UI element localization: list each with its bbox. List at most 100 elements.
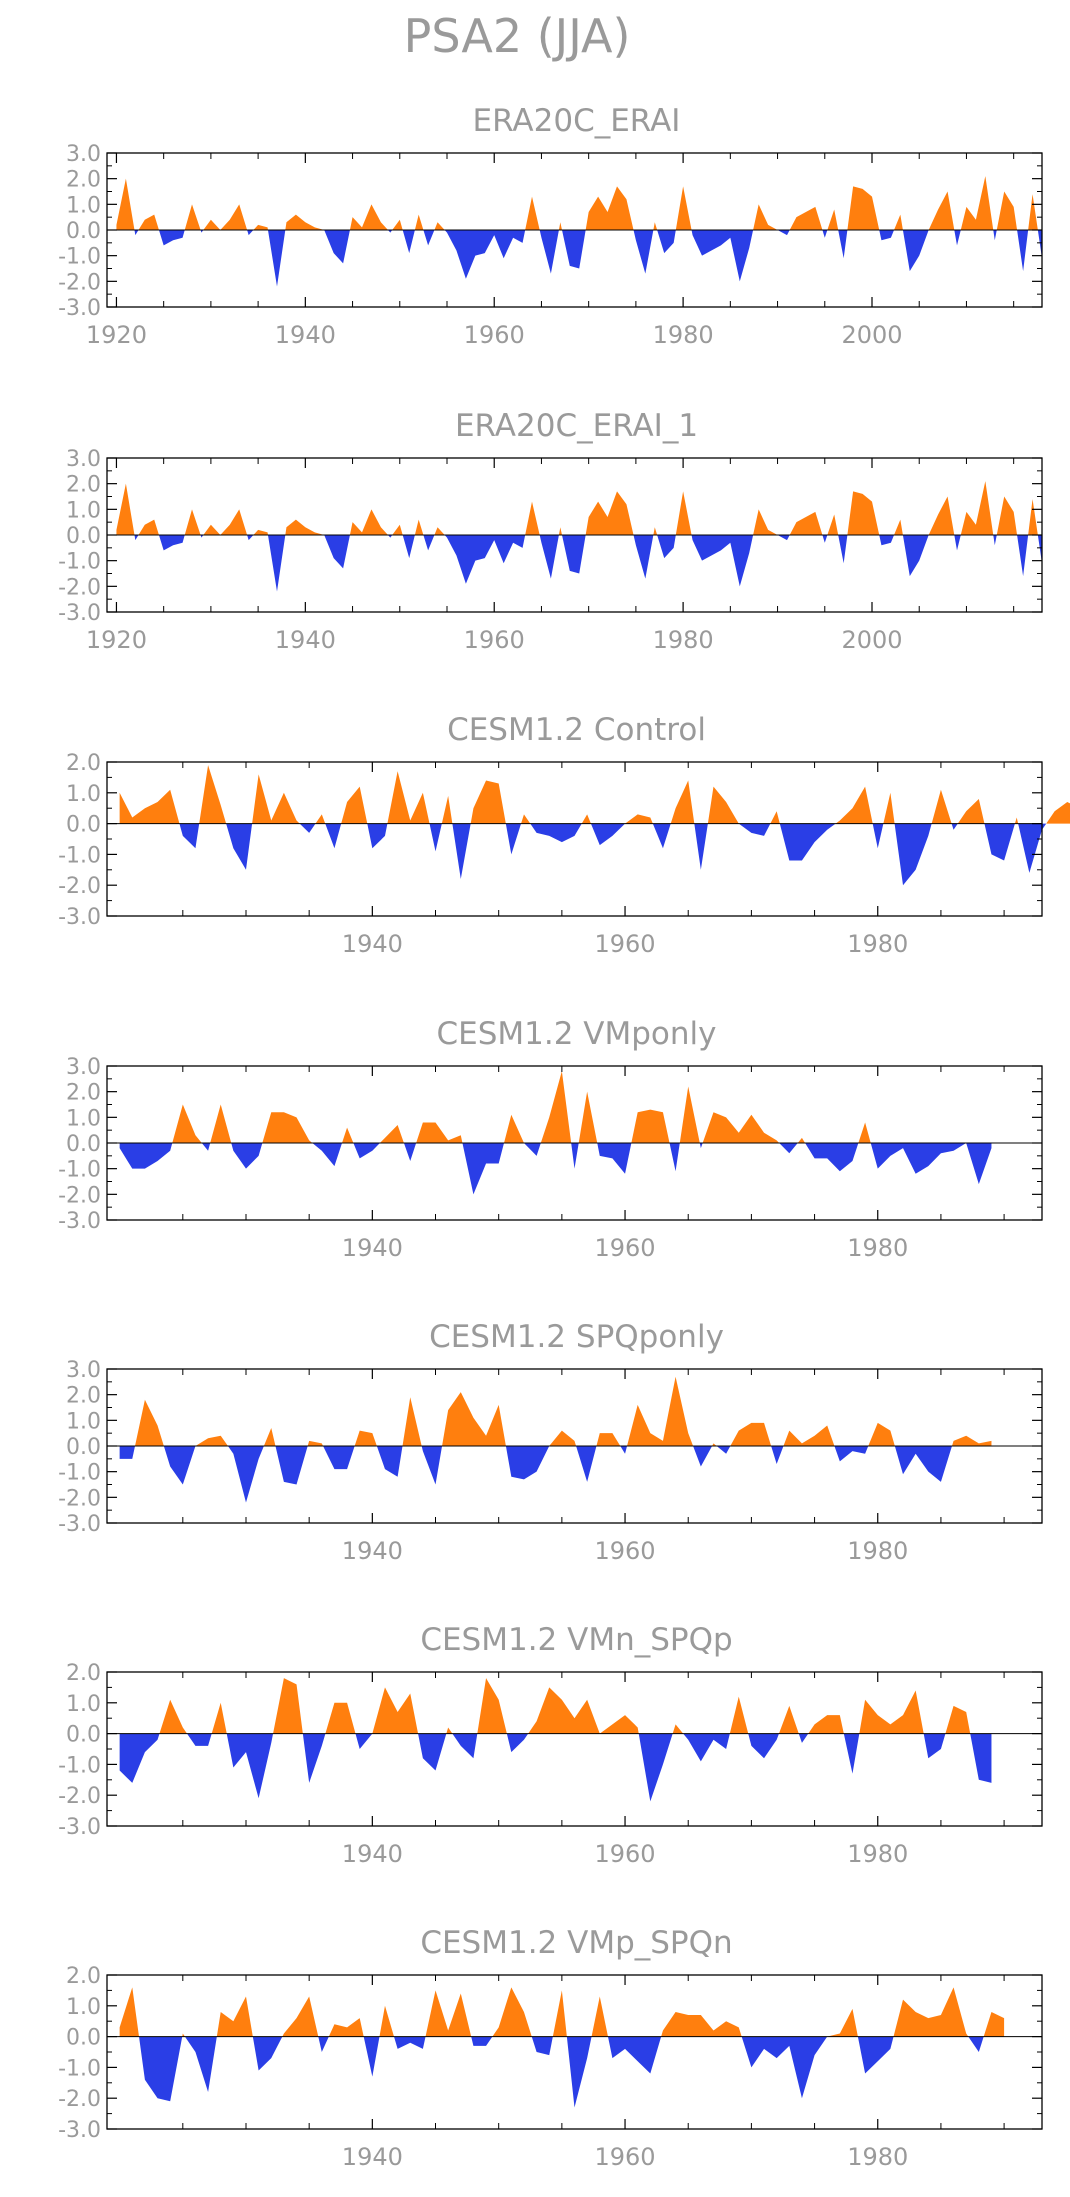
x-tick-label: 1960 — [595, 1537, 656, 1565]
negative-anomaly-area — [134, 535, 1043, 592]
y-tick-label: 0.0 — [66, 1132, 101, 1157]
y-tick-label: 3.0 — [66, 1358, 101, 1383]
panel-title: CESM1.2 VMn_SPQp — [420, 1622, 732, 1658]
y-tick-label: -2.0 — [58, 270, 101, 295]
y-tick-label: 0.0 — [66, 219, 101, 244]
chart-panel: CESM1.2 Control 2.0 1.0 0.0 -1.0 -2.0 -3.0 1940… — [58, 712, 1070, 958]
positive-anomaly-area — [119, 1987, 1005, 2037]
y-tick-label: 1.0 — [66, 1692, 101, 1717]
x-tick-label: 1980 — [847, 1234, 908, 1262]
negative-anomaly-area — [119, 1446, 952, 1503]
negative-anomaly-area — [139, 2036, 984, 2108]
y-tick-label: 2.0 — [66, 751, 101, 776]
chart-panel: CESM1.2 VMp_SPQn 2.0 1.0 0.0 -1.0 -2.0 -3.0 194… — [58, 1925, 1043, 2171]
positive-anomaly-area — [119, 765, 1070, 824]
panel-title: CESM1.2 SPQponly — [429, 1319, 724, 1355]
x-tick-label: 1980 — [847, 1840, 908, 1868]
x-tick-label: 1980 — [847, 2143, 908, 2171]
positive-anomaly-area — [116, 176, 1038, 230]
y-tick-label: 1.0 — [66, 782, 101, 807]
y-tick-label: -3.0 — [58, 2118, 101, 2143]
y-tick-label: 0.0 — [66, 2026, 101, 2051]
x-tick-label: 1980 — [847, 930, 908, 958]
y-tick-label: -3.0 — [58, 1512, 101, 1537]
y-tick-label: 3.0 — [66, 447, 101, 472]
figure-title: PSA2 (JJA) — [404, 9, 631, 63]
x-tick-label: 1940 — [342, 2143, 403, 2171]
y-tick-label: -1.0 — [58, 1461, 101, 1486]
negative-anomaly-area — [119, 1733, 992, 1802]
y-tick-label: 2.0 — [66, 1384, 101, 1409]
y-tick-label: 0.0 — [66, 813, 101, 838]
chart-panel: ERA20C_ERAI_1 3.02.01.00.0-1.0-2.0-3.0192… — [58, 408, 1043, 654]
panel-title: CESM1.2 VMponly — [436, 1016, 716, 1052]
panel-title: CESM1.2 Control — [447, 712, 706, 748]
y-tick-label: 2.0 — [66, 1964, 101, 1989]
panel-title: ERA20C_ERAI — [473, 103, 681, 139]
y-tick-label: 2.0 — [66, 473, 101, 498]
x-tick-label: 1960 — [595, 930, 656, 958]
y-tick-label: -2.0 — [58, 1784, 101, 1809]
y-tick-label: -2.0 — [58, 1486, 101, 1511]
y-tick-label: 0.0 — [66, 524, 101, 549]
y-tick-label: 2.0 — [66, 168, 101, 193]
y-tick-label: -1.0 — [58, 550, 101, 575]
y-tick-label: -1.0 — [58, 1753, 101, 1778]
x-tick-label: 1940 — [275, 321, 336, 349]
x-tick-label: 1920 — [86, 626, 147, 654]
y-tick-label: -2.0 — [58, 1183, 101, 1208]
y-tick-label: 0.0 — [66, 1723, 101, 1748]
y-tick-label: 2.0 — [66, 1081, 101, 1106]
panel-title: CESM1.2 VMp_SPQn — [420, 1925, 732, 1961]
y-tick-label: 3.0 — [66, 1055, 101, 1080]
y-tick-label: -1.0 — [58, 1158, 101, 1183]
y-tick-label: -3.0 — [58, 1815, 101, 1840]
x-tick-label: 1940 — [275, 626, 336, 654]
y-tick-label: 2.0 — [66, 1661, 101, 1686]
x-tick-label: 1980 — [847, 1537, 908, 1565]
y-tick-label: 1.0 — [66, 1409, 101, 1434]
chart-panel: CESM1.2 SPQponly 3.02.01.00.0-1.0-2.0-3.0… — [58, 1319, 1043, 1565]
x-tick-label: 1960 — [464, 321, 525, 349]
x-tick-label: 2000 — [841, 321, 902, 349]
y-tick-label: 1.0 — [66, 1995, 101, 2020]
x-tick-label: 1940 — [342, 930, 403, 958]
x-tick-label: 2000 — [841, 626, 902, 654]
negative-anomaly-area — [119, 1143, 992, 1195]
positive-anomaly-area — [172, 1071, 871, 1143]
y-tick-label: 1.0 — [66, 1106, 101, 1131]
x-tick-label: 1960 — [595, 1234, 656, 1262]
x-tick-label: 1940 — [342, 1840, 403, 1868]
chart-panel: CESM1.2 VMponly 3.02.01.00.0-1.0-2.0-3.0 1… — [58, 1016, 1043, 1262]
y-tick-label: -2.0 — [58, 2087, 101, 2112]
y-tick-label: -1.0 — [58, 245, 101, 270]
y-tick-label: -3.0 — [58, 601, 101, 626]
chart-panel: CESM1.2 VMn_SPQp 2.0 1.0 0.0 -1.0 -2.0 -3.0 194… — [58, 1622, 1043, 1868]
x-tick-label: 1980 — [653, 626, 714, 654]
y-tick-label: 0.0 — [66, 1435, 101, 1460]
positive-anomaly-area — [135, 1376, 992, 1446]
y-tick-label: -2.0 — [58, 575, 101, 600]
x-tick-label: 1960 — [595, 1840, 656, 1868]
negative-anomaly-area — [179, 823, 1047, 886]
y-tick-label: 3.0 — [66, 142, 101, 167]
positive-anomaly-area — [159, 1678, 971, 1734]
x-tick-label: 1940 — [342, 1537, 403, 1565]
y-tick-label: -2.0 — [58, 874, 101, 899]
positive-anomaly-area — [116, 481, 1038, 535]
panel-title: ERA20C_ERAI_1 — [455, 408, 698, 444]
negative-anomaly-area — [134, 230, 1043, 287]
y-tick-label: 1.0 — [66, 498, 101, 523]
y-tick-label: -1.0 — [58, 843, 101, 868]
x-tick-label: 1960 — [595, 2143, 656, 2171]
y-tick-label: -3.0 — [58, 1209, 101, 1234]
y-tick-label: 1.0 — [66, 193, 101, 218]
y-tick-label: -3.0 — [58, 296, 101, 321]
x-tick-label: 1960 — [464, 626, 525, 654]
x-tick-label: 1980 — [653, 321, 714, 349]
x-tick-label: 1920 — [86, 321, 147, 349]
y-tick-label: -1.0 — [58, 2056, 101, 2081]
